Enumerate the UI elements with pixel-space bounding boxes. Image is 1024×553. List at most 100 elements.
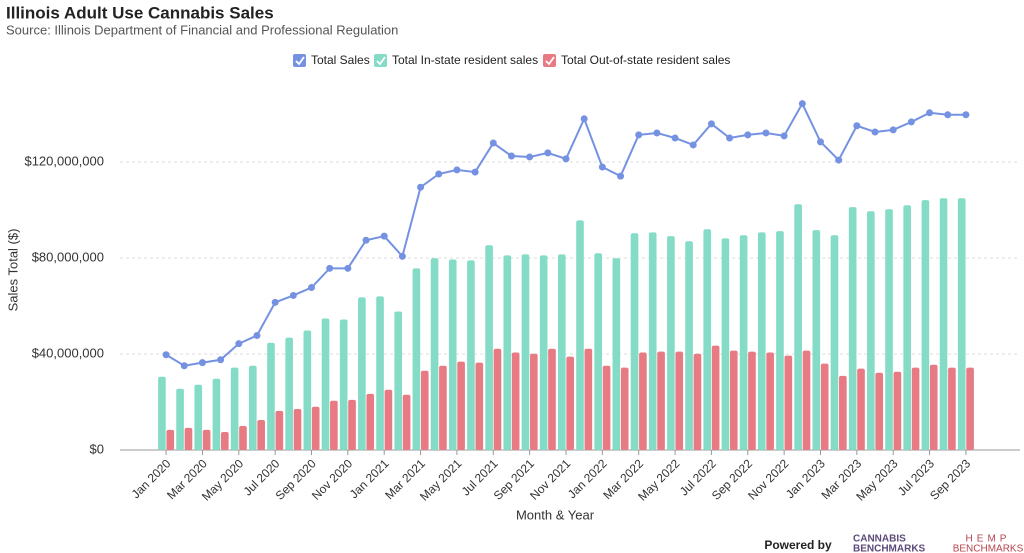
bar — [558, 254, 566, 450]
bar — [657, 351, 665, 450]
bar — [394, 311, 403, 450]
point — [289, 291, 297, 299]
point — [780, 132, 788, 140]
x-tick-label: Nov 2021 — [527, 456, 573, 502]
bar — [402, 394, 411, 450]
bar — [493, 348, 502, 450]
point — [326, 264, 334, 272]
x-tick-label: Nov 2020 — [309, 456, 355, 502]
bar — [467, 260, 475, 450]
legend-checkbox[interactable] — [293, 54, 306, 67]
point — [816, 138, 824, 146]
bar — [721, 238, 730, 450]
bar — [548, 348, 556, 450]
point — [544, 149, 552, 157]
point — [598, 163, 606, 171]
bar — [857, 368, 865, 450]
point — [707, 120, 715, 128]
bar — [848, 207, 857, 450]
logo-text: CANNABIS — [853, 534, 906, 545]
bar — [503, 255, 512, 450]
bar — [820, 363, 829, 450]
bar — [911, 367, 920, 450]
legend-checkbox[interactable] — [543, 54, 556, 67]
bar — [212, 378, 221, 450]
bar — [875, 372, 884, 450]
legend-check — [295, 56, 305, 66]
point — [398, 252, 406, 260]
bar — [412, 268, 421, 450]
bar — [184, 427, 193, 450]
y-tick-label: $40,000,000 — [32, 345, 104, 360]
bar — [448, 259, 457, 450]
bar — [330, 400, 338, 450]
powered-by: Powered by — [764, 538, 832, 552]
point — [344, 264, 352, 272]
bar — [885, 209, 893, 450]
bar — [539, 255, 548, 450]
point — [253, 332, 261, 340]
bar — [784, 355, 793, 450]
bar — [202, 429, 211, 450]
bar — [757, 232, 766, 450]
legend-label[interactable]: Total Out-of-state resident sales — [561, 53, 730, 67]
point — [526, 153, 534, 161]
bar — [230, 367, 239, 450]
point — [180, 362, 188, 370]
bar — [839, 375, 847, 450]
legend-label[interactable]: Total Sales — [311, 53, 370, 67]
point — [835, 156, 843, 164]
point — [853, 122, 861, 130]
bar — [957, 198, 966, 450]
legend-check — [545, 56, 555, 66]
point — [453, 166, 461, 174]
bar — [457, 361, 465, 450]
bar — [584, 348, 593, 450]
legend-checkbox[interactable] — [374, 54, 387, 67]
point — [726, 134, 734, 142]
bar — [903, 205, 912, 450]
x-tick-label: Sep 2023 — [927, 456, 973, 502]
bar — [384, 389, 393, 450]
point — [762, 129, 770, 137]
legend-check — [376, 56, 386, 66]
point — [380, 232, 388, 240]
point — [198, 359, 206, 367]
bar — [348, 399, 356, 450]
bar — [358, 297, 366, 450]
bar — [303, 330, 312, 450]
point — [417, 183, 425, 191]
point — [235, 340, 243, 348]
y-tick-label: $80,000,000 — [32, 249, 104, 264]
bar — [929, 364, 938, 450]
bar — [802, 350, 811, 450]
point — [217, 356, 225, 364]
bar — [293, 408, 302, 450]
legend-label[interactable]: Total In-state resident sales — [392, 53, 538, 67]
bar — [620, 367, 629, 450]
point — [471, 168, 479, 176]
bar — [612, 258, 621, 450]
chart-subtitle: Source: Illinois Department of Financial… — [6, 22, 398, 37]
point — [653, 129, 661, 137]
y-tick-label: $120,000,000 — [24, 153, 104, 168]
bar — [485, 245, 493, 450]
point — [635, 131, 643, 139]
bar — [685, 241, 693, 450]
bar — [430, 258, 439, 450]
bar — [166, 429, 175, 450]
bar — [376, 296, 384, 450]
logo-text: HEMP — [966, 534, 1011, 545]
bar — [830, 235, 839, 450]
bar — [966, 367, 974, 450]
bar — [220, 432, 229, 450]
bar — [921, 200, 930, 450]
bar — [675, 351, 684, 450]
bar — [248, 365, 257, 450]
point — [926, 109, 934, 117]
point — [362, 236, 370, 244]
point — [562, 155, 570, 163]
line — [165, 101, 966, 367]
y-tick-label: $0 — [90, 441, 104, 456]
bar — [530, 353, 538, 450]
